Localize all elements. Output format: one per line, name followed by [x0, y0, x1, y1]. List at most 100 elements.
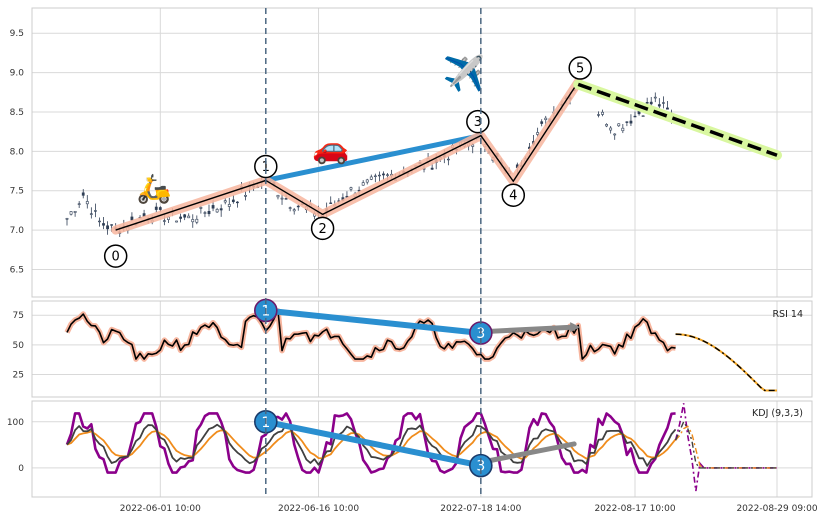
candle-body	[162, 220, 166, 222]
kdj-d-line	[66, 429, 677, 460]
kdj-divergence-text: 3	[476, 459, 485, 475]
car-icon: 🚗	[312, 131, 349, 166]
airplane-icon: ✈️	[443, 53, 485, 94]
kdj-y-tick-label: 100	[7, 418, 24, 428]
candle-body	[110, 224, 114, 226]
wave-label-text: 1	[262, 160, 270, 175]
candle-body	[81, 192, 85, 196]
wave-label: 2	[310, 216, 335, 241]
candle-body	[544, 117, 548, 120]
candle-body	[89, 213, 93, 215]
kdj-divergence-line	[262, 418, 484, 469]
candle-body	[130, 216, 134, 221]
candle-body	[621, 127, 625, 132]
candle-body	[329, 202, 333, 204]
price-y-tick-label: 9.5	[10, 29, 24, 39]
candle-body	[296, 205, 300, 208]
rsi-y-tick-label: 50	[13, 341, 25, 351]
kdj-gray-arrow	[478, 441, 577, 465]
candle-body	[540, 121, 544, 124]
price-y-tick-label: 6.5	[10, 265, 24, 275]
candle-body	[227, 204, 231, 207]
candle-body	[85, 201, 89, 205]
candle-body	[373, 175, 377, 177]
candle-body	[613, 133, 617, 136]
kdj-panel: 13	[65, 403, 777, 492]
price-frame	[31, 7, 813, 298]
candle-body	[276, 194, 280, 198]
candle-body	[292, 209, 296, 212]
candle-body	[382, 173, 385, 176]
candle-body	[187, 215, 191, 219]
rsi-frame	[31, 300, 813, 398]
kdj-label: KDJ (9,3,3)	[752, 408, 803, 419]
candle-body	[288, 207, 292, 209]
price-y-tick-label: 8.0	[10, 147, 25, 157]
kdj-j-line	[65, 412, 676, 474]
candle-body	[471, 144, 475, 147]
candle-body	[657, 104, 661, 107]
candle-body	[349, 187, 353, 190]
candle-body	[653, 96, 657, 99]
candle-body	[203, 212, 207, 214]
price-y-tick-label: 8.5	[10, 108, 24, 118]
candle-body	[191, 219, 195, 223]
axis-ticks: 2022-06-01 10:00 2022-06-16 10:00 2022-07-…	[7, 29, 818, 514]
kdj-frame	[31, 400, 813, 498]
candle-body	[219, 208, 223, 211]
wave-label-circle	[466, 109, 490, 134]
rsi-forecast-line	[675, 333, 777, 392]
kdj-y-tick-label: 0	[18, 464, 24, 474]
candle-body	[601, 111, 604, 115]
candle-body	[284, 198, 288, 200]
candle-body	[179, 216, 183, 219]
candle-body	[641, 115, 645, 117]
candle-body	[605, 124, 609, 127]
rsi-gray-arrowhead	[570, 322, 581, 333]
price-y-tick-label: 7.5	[10, 187, 24, 197]
rsi-label: RSI 14	[772, 309, 803, 320]
wave-label: 4	[501, 183, 526, 207]
kdj-k-line	[66, 423, 677, 467]
price-y-tick-label: 9.0	[10, 69, 25, 79]
wave-label-text: 0	[112, 250, 120, 265]
candle-body	[430, 167, 434, 170]
wave-label-circle	[103, 244, 128, 268]
candle-body	[361, 182, 365, 186]
candle-body	[386, 174, 389, 176]
candle-body	[158, 207, 162, 210]
price-panel: 0 1 2 3 4 5 🛵 🚗 ✈️	[65, 53, 782, 268]
candle-body	[231, 199, 235, 203]
candle-body	[106, 225, 109, 230]
candle-body	[649, 101, 653, 105]
candle-body	[195, 218, 199, 223]
candle-body	[666, 107, 669, 110]
wave-label-circle	[310, 216, 335, 241]
price-y-tick-label: 7.0	[10, 226, 25, 236]
candle-body	[446, 158, 450, 161]
candle-body	[617, 123, 621, 127]
candle-body	[597, 114, 600, 116]
wave-label-circle	[568, 56, 592, 80]
candle-body	[199, 207, 203, 209]
vertical-markers	[265, 8, 482, 497]
divergence-line	[263, 133, 484, 183]
rsi-y-tick-label: 25	[13, 370, 24, 380]
wave-label-text: 3	[474, 115, 482, 130]
candle-body	[369, 176, 373, 180]
rsi-y-tick-label: 75	[13, 311, 24, 321]
candle-body	[65, 218, 69, 220]
candle-body	[77, 203, 81, 205]
candle-body	[377, 174, 381, 177]
kdj-divergence-circle	[469, 453, 493, 478]
wave-label-circle	[254, 154, 278, 179]
x-tick-label: 2022-08-29 09:00	[736, 504, 817, 514]
rsi-forecast-glow	[675, 333, 777, 392]
candle-body	[236, 201, 239, 204]
x-tick-label: 2022-08-17 10:00	[594, 504, 675, 514]
wave-label-text: 2	[318, 222, 326, 237]
candle-body	[645, 102, 649, 104]
candle-body	[223, 200, 227, 203]
candle-body	[244, 194, 247, 197]
